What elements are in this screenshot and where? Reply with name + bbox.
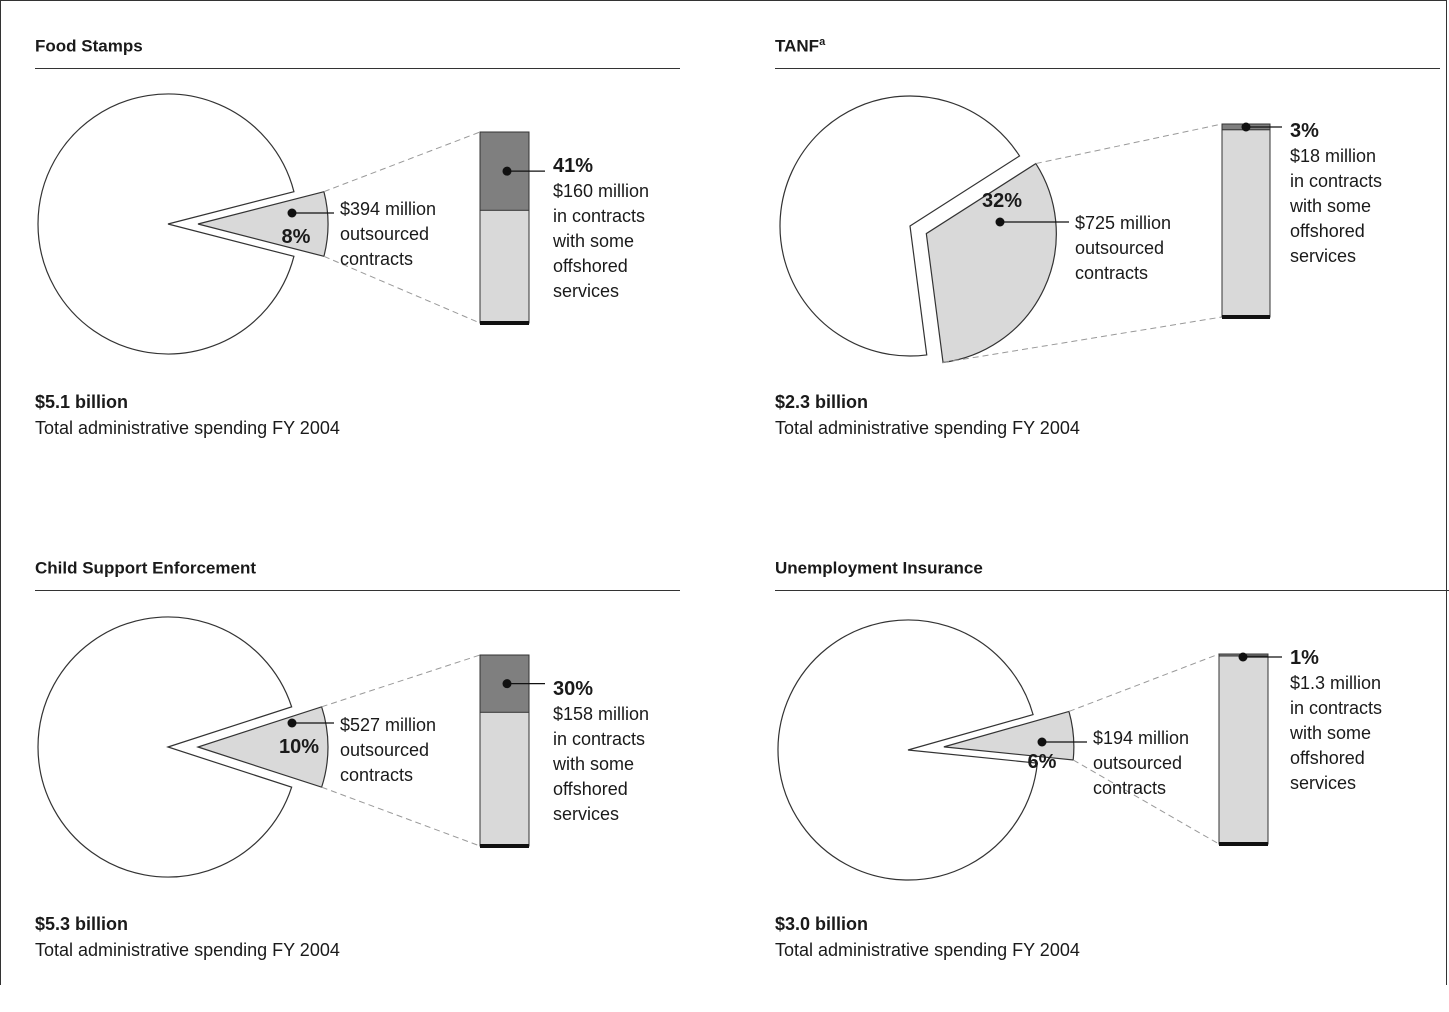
bar-label-line: $18 million xyxy=(1290,146,1376,166)
connector-top xyxy=(323,131,481,193)
panel-title: Child Support Enforcement xyxy=(35,558,256,578)
slice-label-line: outsourced xyxy=(340,224,429,244)
bar-label-line: with some xyxy=(552,754,634,774)
chart-svg: 3% $18 million in contracts with some offsho… xyxy=(779,95,1382,364)
slice-label-line: contracts xyxy=(340,249,413,269)
bar-outsourced xyxy=(1218,653,1269,845)
total-amount: $5.3 billion xyxy=(35,914,129,934)
figure-frame xyxy=(0,0,1447,985)
bar-label-line: $158 million xyxy=(553,704,649,724)
connector-bottom xyxy=(1072,759,1220,845)
panel-title: TANFa xyxy=(775,36,826,56)
bar-label-line: with some xyxy=(1289,723,1371,743)
bar-label-line: services xyxy=(553,804,619,824)
pie-outsourced-slice xyxy=(925,162,1057,364)
panel-tanf: TANFa 3% $18 million in contracts with some… xyxy=(740,0,1449,490)
total-amount: $3.0 billion xyxy=(775,914,869,934)
bar-percent-label: 30% xyxy=(553,678,593,700)
bar-label-line: services xyxy=(553,281,619,301)
bar-label-line: offshored xyxy=(1290,221,1365,241)
total-amount: $2.3 billion xyxy=(775,392,869,412)
slice-label-line: $725 million xyxy=(1075,213,1171,233)
slice-label-line: contracts xyxy=(1075,263,1148,283)
total-caption: Total administrative spending FY 2004 xyxy=(35,418,340,438)
pie-outsourced-slice xyxy=(197,190,329,258)
pie-remainder xyxy=(779,95,1021,357)
slice-label-line: contracts xyxy=(340,765,413,785)
bar-label-line: services xyxy=(1290,246,1356,266)
bar-label-line: in contracts xyxy=(1290,171,1382,191)
bar-label-line: $1.3 million xyxy=(1290,673,1381,693)
bar-label-line: in contracts xyxy=(553,729,645,749)
panel-title: Food Stamps xyxy=(35,36,143,56)
pie-remainder xyxy=(37,616,293,878)
total-caption: Total administrative spending FY 2004 xyxy=(35,940,340,960)
title-rule xyxy=(775,68,1440,69)
bar-percent-label: 3% xyxy=(1290,120,1319,142)
bar-outsourced xyxy=(1221,123,1271,318)
connector-bottom xyxy=(321,786,481,847)
chart-svg: 41% $160 million in contracts with some offs… xyxy=(37,93,649,355)
bar-label-line: $160 million xyxy=(553,181,649,201)
bar-percent-label: 1% xyxy=(1290,647,1319,669)
total-caption: Total administrative spending FY 2004 xyxy=(775,940,1080,960)
slice-percent-label: 8% xyxy=(282,226,311,248)
slice-label-line: contracts xyxy=(1093,778,1166,798)
title-rule xyxy=(35,68,680,69)
title-rule xyxy=(775,590,1449,591)
bar-label-line: in contracts xyxy=(553,206,645,226)
connector-top xyxy=(1068,653,1220,712)
connector-bottom xyxy=(942,316,1223,364)
bar-label-line: offshored xyxy=(553,256,628,276)
bar-label-line: in contracts xyxy=(1290,698,1382,718)
panel-unemployment-insurance: Unemployment Insurance 1% $1.3 million in … xyxy=(740,522,1449,1012)
slice-label-line: outsourced xyxy=(1093,753,1182,773)
total-caption: Total administrative spending FY 2004 xyxy=(775,418,1080,438)
panel-food-stamps: Food Stamps 41% $160 million in contracts w… xyxy=(0,0,720,490)
slice-percent-label: 10% xyxy=(279,736,319,758)
bar-label-line: with some xyxy=(1289,196,1371,216)
slice-label-line: $394 million xyxy=(340,199,436,219)
slice-percent-label: 32% xyxy=(982,190,1022,212)
chart-svg: 30% $158 million in contracts with some offs… xyxy=(37,616,649,878)
title-rule xyxy=(35,590,680,591)
chart-svg: 1% $1.3 million in contracts with some offsh… xyxy=(777,619,1382,881)
slice-percent-label: 6% xyxy=(1028,751,1057,773)
pie-outsourced-slice xyxy=(196,706,329,788)
pie-outsourced-slice xyxy=(943,710,1075,761)
slice-label-line: $194 million xyxy=(1093,728,1189,748)
pie-remainder xyxy=(777,619,1038,881)
panel-title: Unemployment Insurance xyxy=(775,558,983,578)
slice-label-line: outsourced xyxy=(340,740,429,760)
bar-label-line: services xyxy=(1290,773,1356,793)
bar-percent-label: 41% xyxy=(553,155,593,177)
pie-remainder xyxy=(37,93,295,355)
bar-label-line: offshored xyxy=(1290,748,1365,768)
slice-label-line: $527 million xyxy=(340,715,436,735)
panel-child-support-enforcement: Child Support Enforcement 30% $158 millio… xyxy=(0,522,720,1012)
connector-top xyxy=(1035,123,1223,165)
connector-bottom xyxy=(323,255,481,324)
bar-label-line: with some xyxy=(552,231,634,251)
bar-label-line: offshored xyxy=(553,779,628,799)
total-amount: $5.1 billion xyxy=(35,392,129,412)
connector-top xyxy=(321,654,481,708)
slice-label-line: outsourced xyxy=(1075,238,1164,258)
